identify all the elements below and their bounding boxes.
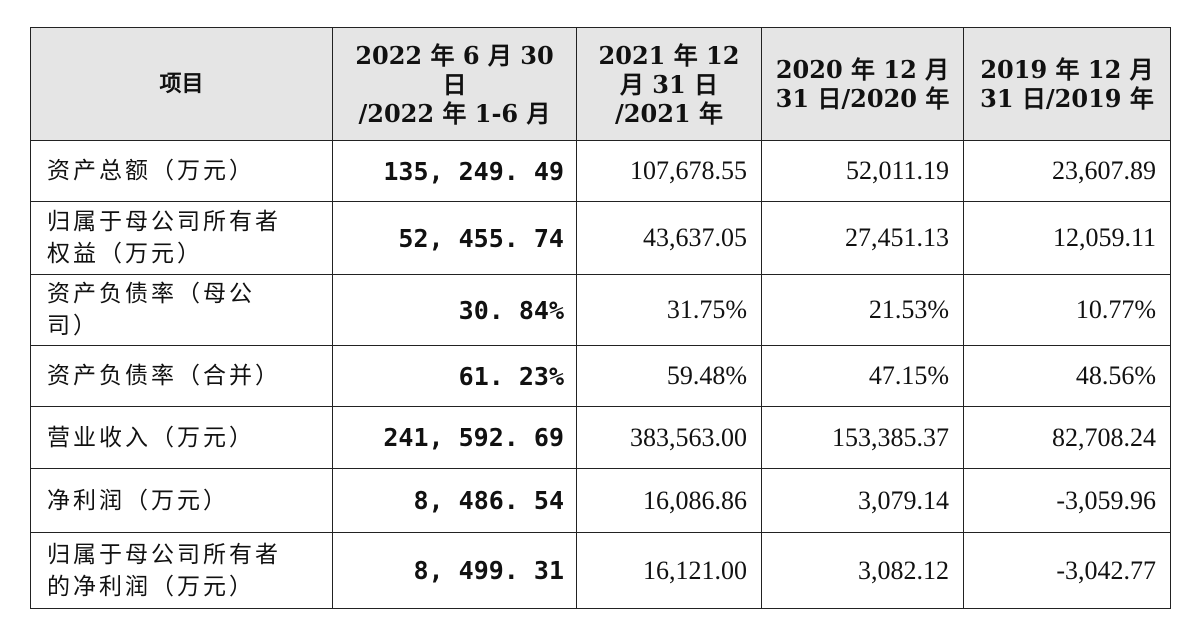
- table-row: 资产总额（万元） 135, 249. 49 107,678.55 52,011.…: [30, 140, 1171, 202]
- table-row: 归属于母公司所有者 权益（万元） 52, 455. 74 43,637.05 2…: [30, 201, 1171, 275]
- header-2020: 2020 年 12 月 31 日/2020 年: [761, 27, 964, 141]
- cell-2021: 16,121.00: [576, 532, 762, 609]
- cell-2019: 10.77%: [963, 274, 1171, 346]
- cell-2020: 21.53%: [761, 274, 964, 346]
- cell-2021: 16,086.86: [576, 468, 762, 533]
- cell-2020: 153,385.37: [761, 406, 964, 469]
- header-2022: 2022 年 6 月 30 日 /2022 年 1-6 月: [332, 27, 577, 141]
- row-label: 营业收入（万元）: [30, 406, 333, 469]
- cell-2020: 52,011.19: [761, 140, 964, 202]
- cell-2021: 107,678.55: [576, 140, 762, 202]
- cell-2022: 241, 592. 69: [332, 406, 577, 469]
- cell-2022: 8, 499. 31: [332, 532, 577, 609]
- cell-2021: 43,637.05: [576, 201, 762, 275]
- header-2019: 2019 年 12 月 31 日/2019 年: [963, 27, 1171, 141]
- row-label: 归属于母公司所有者 权益（万元）: [30, 201, 333, 275]
- cell-2020: 27,451.13: [761, 201, 964, 275]
- cell-2019: -3,059.96: [963, 468, 1171, 533]
- cell-2019: -3,042.77: [963, 532, 1171, 609]
- cell-2022: 135, 249. 49: [332, 140, 577, 202]
- row-label: 归属于母公司所有者 的净利润（万元）: [30, 532, 333, 609]
- cell-2019: 82,708.24: [963, 406, 1171, 469]
- cell-2022: 61. 23%: [332, 345, 577, 407]
- cell-2021: 31.75%: [576, 274, 762, 346]
- cell-2021: 59.48%: [576, 345, 762, 407]
- table-row: 营业收入（万元） 241, 592. 69 383,563.00 153,385…: [30, 406, 1171, 469]
- cell-2022: 52, 455. 74: [332, 201, 577, 275]
- row-label: 资产负债率（母公 司）: [30, 274, 333, 346]
- cell-2022: 30. 84%: [332, 274, 577, 346]
- header-2021: 2021 年 12 月 31 日 /2021 年: [576, 27, 762, 141]
- cell-2019: 12,059.11: [963, 201, 1171, 275]
- cell-2021: 383,563.00: [576, 406, 762, 469]
- cell-2019: 23,607.89: [963, 140, 1171, 202]
- table-row: 资产负债率（母公 司） 30. 84% 31.75% 21.53% 10.77%: [30, 274, 1171, 346]
- cell-2019: 48.56%: [963, 345, 1171, 407]
- table-row: 归属于母公司所有者 的净利润（万元） 8, 499. 31 16,121.00 …: [30, 532, 1171, 609]
- table-header-row: 项目 2022 年 6 月 30 日 /2022 年 1-6 月 2021 年 …: [30, 27, 1171, 141]
- table-row: 资产负债率（合并） 61. 23% 59.48% 47.15% 48.56%: [30, 345, 1171, 407]
- financial-data-table: 项目 2022 年 6 月 30 日 /2022 年 1-6 月 2021 年 …: [30, 27, 1171, 609]
- row-label: 资产总额（万元）: [30, 140, 333, 202]
- cell-2020: 3,082.12: [761, 532, 964, 609]
- row-label: 资产负债率（合并）: [30, 345, 333, 407]
- cell-2020: 47.15%: [761, 345, 964, 407]
- header-item: 项目: [30, 27, 333, 141]
- table-row: 净利润（万元） 8, 486. 54 16,086.86 3,079.14 -3…: [30, 468, 1171, 533]
- row-label: 净利润（万元）: [30, 468, 333, 533]
- cell-2020: 3,079.14: [761, 468, 964, 533]
- cell-2022: 8, 486. 54: [332, 468, 577, 533]
